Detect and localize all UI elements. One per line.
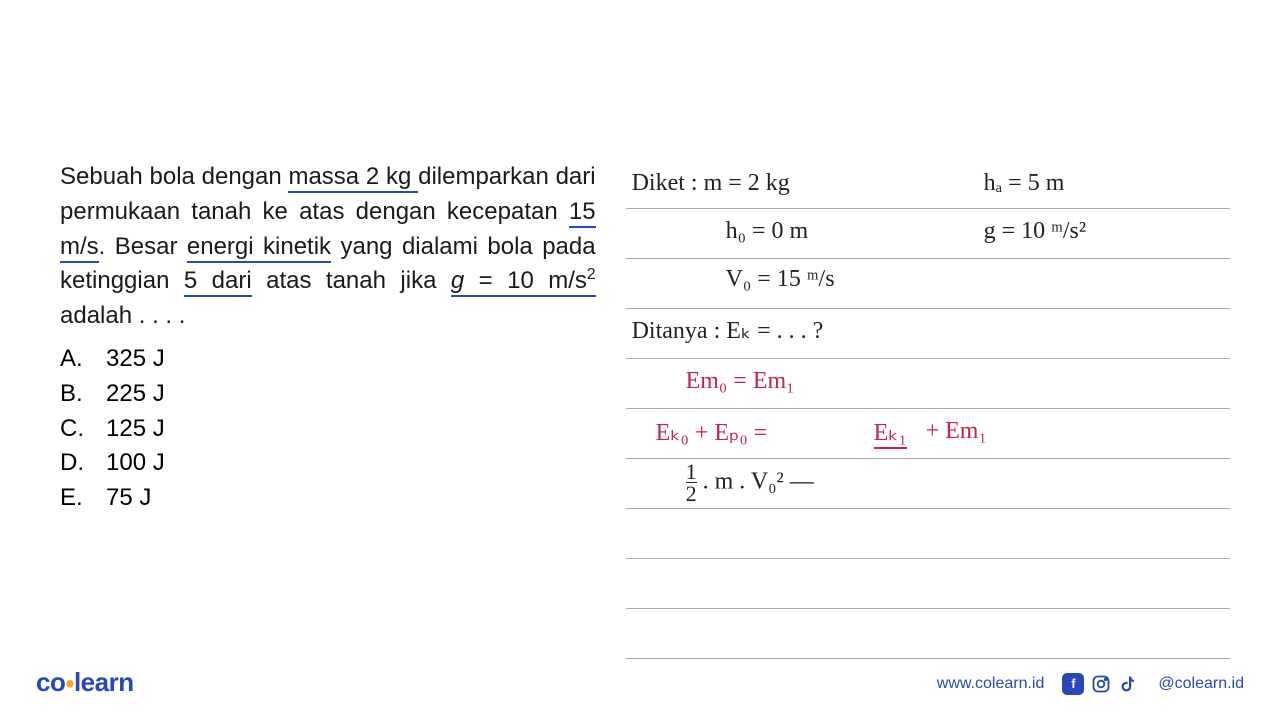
logo-left: co — [36, 667, 65, 697]
tiktok-icon — [1118, 673, 1140, 695]
handwriting-line: h₀ = 0 m — [726, 218, 809, 245]
option-value: 125 J — [106, 412, 165, 447]
q-tail: adalah . . . . — [60, 302, 185, 329]
option-letter: B. — [60, 377, 106, 412]
ruled-line — [626, 608, 1230, 609]
option-letter: C. — [60, 412, 106, 447]
ruled-line — [626, 458, 1230, 459]
option-c: C. 125 J — [60, 412, 596, 447]
handwriting-line: Eₖ₀ + Eₚ₀ = — [656, 418, 768, 447]
option-value: 325 J — [106, 342, 165, 377]
facebook-icon: f — [1062, 673, 1084, 695]
footer-right: www.colearn.id f @colearn.id — [937, 673, 1244, 695]
q-seg-5: atas tanah jika — [252, 267, 451, 294]
ruled-line — [626, 558, 1230, 559]
logo-right: learn — [74, 667, 134, 697]
handwriting-line: Ditanya : Eₖ = . . . ? — [632, 316, 824, 345]
question-column: Sebuah bola dengan massa 2 kg dilemparka… — [30, 40, 616, 670]
q-seg-1: Sebuah bola dengan — [60, 163, 288, 190]
work-column: Diket : m = 2 kg hₐ = 5 m h₀ = 0 m g = 10 ᵐ… — [616, 40, 1250, 670]
answer-options: A. 325 J B. 225 J C. 125 J D. 100 J E. 7… — [60, 342, 596, 516]
handwriting-line: Diket : m = 2 kg — [632, 170, 790, 197]
q-underline-gravity: g = 10 m/s2 — [451, 267, 596, 297]
option-letter: D. — [60, 446, 106, 481]
footer-url: www.colearn.id — [937, 675, 1045, 693]
main-container: Sebuah bola dengan massa 2 kg dilemparka… — [0, 0, 1280, 720]
social-icons: f — [1062, 673, 1140, 695]
handwriting-line: Em₀ = Em₁ — [686, 368, 795, 395]
option-letter: A. — [60, 342, 106, 377]
brand-logo: co•learn — [36, 667, 134, 700]
q-seg-3: . Besar — [99, 233, 187, 260]
handwriting-line: V₀ = 15 ᵐ/s — [726, 266, 835, 293]
ruled-line — [626, 508, 1230, 509]
handwriting-line: + Em₁ — [926, 418, 987, 445]
option-value: 225 J — [106, 377, 165, 412]
handwriting-fraction: 12 . m . V₀² — — [686, 462, 814, 504]
option-value: 100 J — [106, 446, 165, 481]
ruled-line — [626, 358, 1230, 359]
q-underline-mass: massa 2 kg — [288, 163, 418, 193]
g-value: = 10 m/s — [464, 267, 587, 294]
option-b: B. 225 J — [60, 377, 596, 412]
option-e: E. 75 J — [60, 481, 596, 516]
footer-bar: co•learn www.colearn.id f @colearn.id — [0, 667, 1280, 700]
option-value: 75 J — [106, 481, 151, 516]
footer-handle: @colearn.id — [1158, 675, 1244, 693]
question-text: Sebuah bola dengan massa 2 kg dilemparka… — [60, 160, 596, 334]
option-a: A. 325 J — [60, 342, 596, 377]
g-italic: g — [451, 267, 464, 294]
logo-dot-icon: • — [65, 669, 74, 699]
handwriting-line: hₐ = 5 m — [984, 170, 1065, 197]
g-exp: 2 — [587, 266, 596, 283]
instagram-icon — [1090, 673, 1112, 695]
ruled-line — [626, 658, 1230, 659]
ruled-line — [626, 208, 1230, 209]
handwriting-line: g = 10 ᵐ/s² — [984, 218, 1086, 245]
handwriting-line: Eₖ₁ — [874, 418, 907, 447]
q-underline-ek: energi kinetik — [187, 233, 331, 263]
ruled-line — [626, 258, 1230, 259]
ruled-line — [626, 308, 1230, 309]
ruled-line — [626, 408, 1230, 409]
option-letter: E. — [60, 481, 106, 516]
notebook-area: Diket : m = 2 kg hₐ = 5 m h₀ = 0 m g = 10 ᵐ… — [626, 140, 1230, 660]
option-d: D. 100 J — [60, 446, 596, 481]
q-underline-height: 5 dari — [184, 267, 252, 297]
